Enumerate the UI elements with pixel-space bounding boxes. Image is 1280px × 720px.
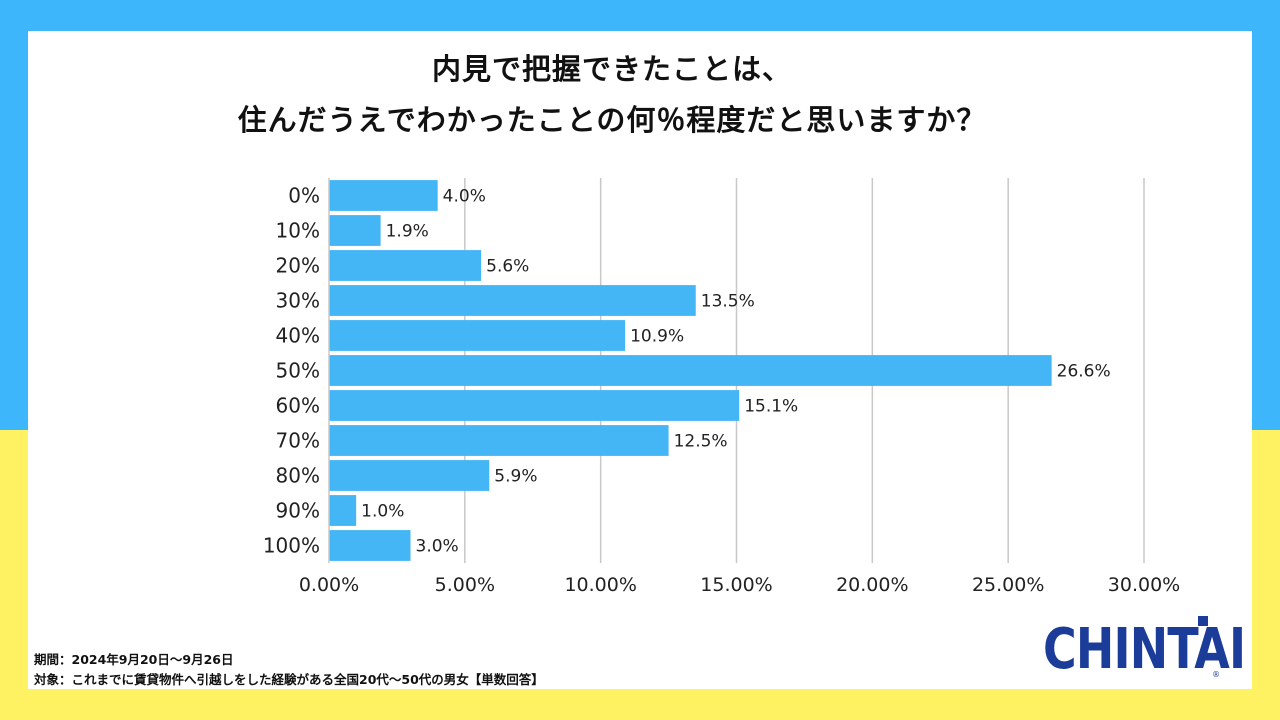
value-label: 12.5% <box>674 432 728 452</box>
category-label: 50% <box>276 359 320 383</box>
x-tick-label: 30.00% <box>1108 574 1180 596</box>
category-label: 60% <box>276 394 320 418</box>
logo-registered-mark: ® <box>1212 670 1220 679</box>
x-tick-label: 0.00% <box>299 574 359 596</box>
x-tick-label: 15.00% <box>700 574 772 596</box>
value-label: 1.9% <box>386 222 429 242</box>
value-label: 1.0% <box>361 502 404 522</box>
category-label: 90% <box>276 499 320 523</box>
bar <box>329 355 1052 386</box>
bar <box>329 285 696 316</box>
chintai-logo: CHINTAI <box>1043 617 1246 682</box>
category-label: 70% <box>276 429 320 453</box>
value-label: 13.5% <box>701 292 755 312</box>
category-label: 40% <box>276 324 320 348</box>
value-label: 4.0% <box>443 187 486 207</box>
x-tick-label: 10.00% <box>564 574 636 596</box>
bar <box>329 250 482 281</box>
x-tick-label: 5.00% <box>435 574 495 596</box>
chart-title-line-1: 内見で把握できたことは、 <box>431 52 792 86</box>
bar <box>329 425 669 456</box>
category-label: 20% <box>276 254 320 278</box>
category-label: 80% <box>276 464 320 488</box>
value-label: 10.9% <box>630 327 684 347</box>
chart-title-line-2: 住んだうえでわかったことの何％程度だと思いますか？ <box>237 103 987 137</box>
bar <box>329 460 490 491</box>
value-label: 5.9% <box>494 467 537 487</box>
x-tick-label: 20.00% <box>836 574 908 596</box>
survey-target: 対象：これまでに賃貸物件へ引越しをした経験がある全国20代～50代の男女【単数回… <box>34 672 544 687</box>
logo-accent-mark <box>1198 616 1208 626</box>
bar <box>329 180 438 211</box>
survey-period: 期間：2024年9月20日～9月26日 <box>34 652 234 667</box>
value-label: 15.1% <box>744 397 798 417</box>
bar <box>329 495 357 526</box>
value-label: 3.0% <box>416 537 459 557</box>
bar <box>329 390 740 421</box>
category-label: 0% <box>288 184 320 208</box>
bar <box>329 320 626 351</box>
x-tick-label: 25.00% <box>972 574 1044 596</box>
bar <box>329 215 381 246</box>
value-label: 5.6% <box>486 257 529 277</box>
bar <box>329 530 411 561</box>
category-label: 30% <box>276 289 320 313</box>
value-label: 26.6% <box>1057 362 1111 382</box>
category-label: 100% <box>263 534 320 558</box>
category-label: 10% <box>276 219 320 243</box>
